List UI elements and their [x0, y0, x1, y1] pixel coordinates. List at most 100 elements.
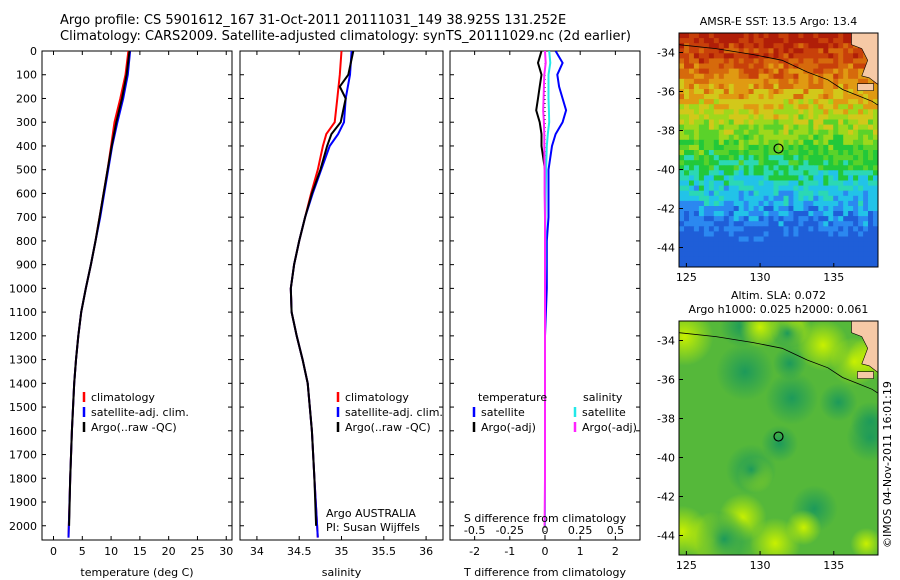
sst-cell — [813, 206, 819, 212]
sst-cell — [713, 104, 720, 110]
sst-cell — [708, 144, 715, 151]
sst-cell — [758, 170, 765, 176]
sst-cell — [833, 38, 839, 44]
sst-cell — [773, 134, 780, 141]
sst-cell — [798, 68, 804, 75]
sst-cell — [828, 221, 834, 227]
sst-cell — [833, 134, 839, 141]
argo-position-marker — [773, 143, 784, 154]
sst-cell — [873, 124, 878, 131]
sst-cell — [843, 170, 849, 176]
sst-cell — [853, 155, 859, 161]
sst-cell — [853, 246, 859, 253]
sst-cell — [743, 109, 750, 115]
sst-cell — [679, 68, 685, 75]
salinity-tick-label: -0.25 — [496, 524, 524, 537]
sst-cell — [698, 83, 705, 90]
sst-cell — [684, 53, 690, 59]
sst-cell — [798, 170, 804, 176]
sst-cell — [838, 134, 844, 141]
sst-cell — [778, 124, 785, 131]
sst-cell — [768, 58, 775, 65]
sst-cell — [828, 129, 834, 136]
sst-cell — [808, 83, 814, 90]
sst-cell — [703, 231, 710, 238]
sst-cell — [763, 150, 770, 156]
sst-cell — [868, 119, 874, 126]
sst-cell — [788, 261, 795, 267]
sst-cell — [723, 185, 730, 192]
x-tick-label: 0 — [50, 545, 57, 558]
sst-cell — [703, 251, 710, 258]
sst-cell — [828, 231, 834, 238]
sst-cell — [723, 211, 730, 217]
sst-cell — [748, 83, 755, 90]
sst-cell — [838, 104, 844, 110]
sst-cell — [773, 124, 780, 131]
sst-cell — [788, 144, 795, 151]
y-tick-label: 500 — [16, 164, 37, 177]
sst-cell — [738, 261, 745, 267]
sst-cell — [708, 99, 715, 105]
legend-label: satellite-adj. clim. — [345, 406, 443, 419]
sst-cell — [773, 251, 780, 258]
sst-cell — [689, 256, 695, 263]
sst-cell — [679, 251, 685, 258]
sst-cell — [848, 160, 854, 166]
sst-cell — [843, 200, 849, 207]
sst-cell — [858, 53, 864, 59]
sst-cell — [853, 109, 859, 115]
sst-cell — [693, 221, 700, 227]
x-tick-label: 15 — [133, 545, 147, 558]
sst-cell — [803, 83, 809, 90]
sst-cell — [728, 124, 735, 131]
sst-cell — [868, 236, 874, 243]
sst-cell — [858, 160, 864, 166]
sst-cell — [808, 185, 814, 192]
sst-cell — [693, 134, 700, 141]
sst-cell — [788, 38, 795, 44]
y-tick-label: 600 — [16, 187, 37, 200]
sst-cell — [718, 170, 725, 176]
sst-cell — [828, 226, 834, 232]
sst-cell — [733, 226, 740, 232]
sst-cell — [768, 104, 775, 110]
annotation-line: Argo AUSTRALIA — [326, 507, 416, 520]
sst-cell — [858, 251, 864, 258]
sst-cell — [689, 144, 695, 151]
sst-cell — [818, 43, 824, 49]
sst-cell — [733, 231, 740, 238]
sst-cell — [718, 119, 725, 126]
sst-cell — [858, 185, 864, 192]
y-tick-label: 1800 — [9, 472, 37, 485]
sst-cell — [773, 129, 780, 136]
sst-cell — [873, 94, 878, 100]
sst-cell — [738, 78, 745, 85]
sst-cell — [803, 175, 809, 182]
sst-cell — [703, 68, 710, 75]
sst-cell — [698, 89, 705, 95]
sst-cell — [863, 124, 869, 131]
sst-cell — [803, 58, 809, 65]
sst-cell — [713, 150, 720, 156]
sst-cell — [818, 241, 824, 248]
sst-cell — [698, 129, 705, 136]
sst-cell — [798, 134, 804, 141]
sst-cell — [689, 109, 695, 115]
sst-cell — [718, 63, 725, 70]
sst-cell — [748, 200, 755, 207]
sst-cell — [773, 226, 780, 232]
sst-cell — [753, 124, 760, 131]
sst-cell — [788, 206, 795, 212]
sst-cell — [728, 256, 735, 263]
sst-cell — [748, 94, 755, 100]
sst-cell — [818, 185, 824, 192]
sst-cell — [773, 119, 780, 126]
sst-cell — [843, 99, 849, 105]
sst-cell — [753, 134, 760, 141]
sst-cell — [863, 134, 869, 141]
sst-cell — [808, 63, 814, 70]
sst-cell — [758, 89, 765, 95]
sst-cell — [808, 216, 814, 222]
sst-cell — [793, 206, 799, 212]
